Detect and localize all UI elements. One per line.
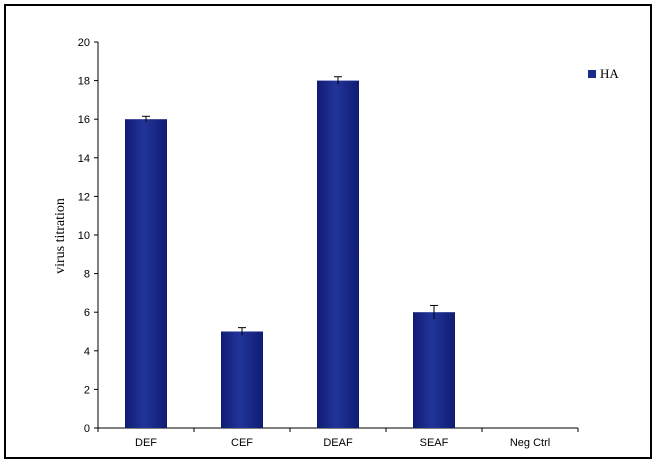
y-tick-label: 20 bbox=[78, 37, 90, 49]
y-tick-label: 10 bbox=[78, 230, 90, 242]
bar bbox=[413, 312, 455, 428]
bar bbox=[317, 80, 359, 428]
y-tick-label: 8 bbox=[84, 269, 90, 281]
y-ticks: 0 2 4 6 8 10 12 14 16 18 20 bbox=[78, 37, 98, 435]
y-tick-label: 12 bbox=[78, 191, 90, 203]
y-tick-label: 14 bbox=[78, 153, 90, 165]
y-tick-label: 2 bbox=[84, 384, 90, 396]
y-axis-label: virus titration bbox=[53, 198, 68, 274]
y-tick-label: 0 bbox=[84, 423, 90, 435]
x-tick-label: CEF bbox=[231, 437, 253, 449]
x-tick-label: Neg Ctrl bbox=[510, 437, 550, 449]
legend-swatch bbox=[588, 70, 596, 78]
y-tick-label: 6 bbox=[84, 307, 90, 319]
category-labels: DEF CEF DEAF SEAF Neg Ctrl bbox=[97, 428, 579, 449]
x-tick-label: DEAF bbox=[323, 437, 353, 449]
legend: HA bbox=[588, 66, 619, 81]
y-tick-label: 16 bbox=[78, 114, 90, 126]
x-tick-label: SEAF bbox=[420, 437, 449, 449]
legend-label: HA bbox=[600, 66, 619, 81]
x-tick-label: DEF bbox=[135, 437, 157, 449]
y-tick-label: 4 bbox=[84, 346, 90, 358]
bars bbox=[125, 76, 455, 428]
bar bbox=[221, 331, 263, 428]
y-tick-label: 18 bbox=[78, 76, 90, 88]
bar bbox=[125, 119, 167, 428]
